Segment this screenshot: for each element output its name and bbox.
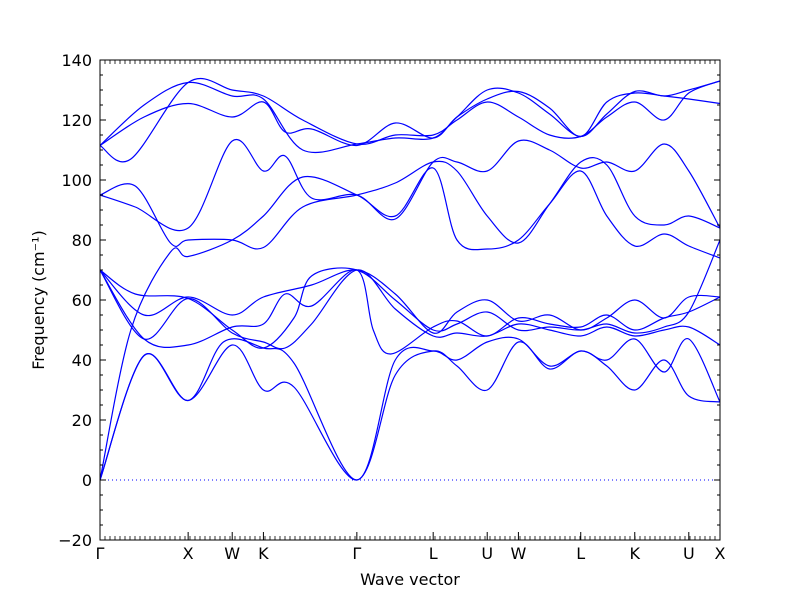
x-tick-label: Γ — [96, 544, 105, 563]
series-line-6 — [99, 269, 721, 334]
x-tick-label: K — [630, 544, 641, 563]
series-line-2 — [99, 336, 721, 481]
y-tick-label: 0 — [82, 471, 92, 490]
series-line-1 — [99, 341, 721, 481]
x-tick-label: U — [683, 544, 695, 563]
x-tick-label: L — [429, 544, 438, 563]
y-tick-label: 140 — [61, 51, 92, 70]
series-line-8 — [99, 157, 721, 250]
x-tick-label: W — [511, 544, 527, 563]
y-axis: −20 0 20 40 60 80 100 120 140 — [58, 51, 720, 550]
x-tick-label: W — [224, 544, 240, 563]
x-tick-label: L — [576, 544, 585, 563]
x-tick-label: K — [258, 544, 269, 563]
y-tick-label: 120 — [61, 111, 92, 130]
series-line-10 — [99, 77, 721, 163]
series-line-3 — [99, 167, 721, 481]
series-line-7 — [99, 239, 721, 349]
x-tick-label: X — [183, 544, 194, 563]
plot-frame — [99, 59, 721, 541]
y-tick-label: 60 — [72, 291, 92, 310]
series-line-11 — [99, 90, 721, 147]
y-axis-title: Frequency (cm⁻¹) — [29, 230, 48, 369]
series-line-4 — [99, 269, 721, 350]
x-tick-label: X — [715, 544, 726, 563]
y-tick-label: 40 — [72, 351, 92, 370]
series-layer — [99, 77, 721, 481]
y-tick-label: 20 — [72, 411, 92, 430]
y-tick-label: −20 — [58, 531, 92, 550]
y-tick-label: 80 — [72, 231, 92, 250]
x-tick-label: U — [481, 544, 493, 563]
series-line-12 — [99, 80, 721, 154]
y-tick-label: 100 — [61, 171, 92, 190]
x-tick-label: Γ — [352, 544, 361, 563]
x-axis-title: Wave vector — [360, 570, 460, 589]
series-line-9 — [99, 138, 721, 232]
